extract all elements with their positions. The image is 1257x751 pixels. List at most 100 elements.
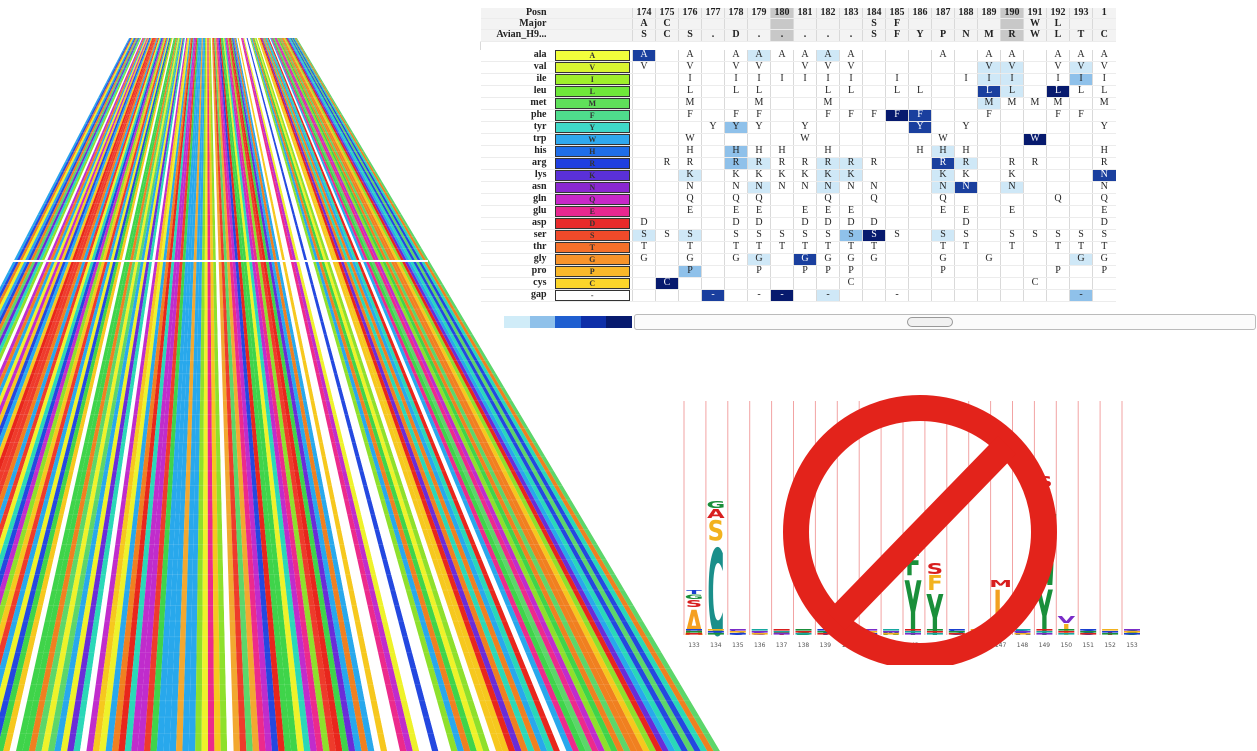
residue-cell — [632, 277, 656, 290]
residue-cell — [977, 205, 1001, 218]
alignment-column — [246, 38, 439, 751]
residue-cell: I — [1069, 73, 1093, 86]
alignment-column — [3, 38, 173, 751]
residue-cell — [701, 97, 725, 110]
alignment-column — [0, 38, 150, 751]
residue-cell — [1069, 133, 1093, 146]
position-header: 187 — [931, 8, 955, 20]
alignment-column — [272, 38, 586, 751]
scrollbar-thumb[interactable] — [907, 317, 953, 327]
alignment-column — [0, 38, 133, 751]
position-header: 180 — [770, 8, 794, 20]
residue-cell: D — [839, 217, 863, 230]
residue-cell: M — [1023, 97, 1047, 110]
residue-cell: R — [1000, 157, 1024, 170]
residue-name: asp — [480, 217, 553, 230]
alignment-column — [211, 38, 240, 751]
residue-cell — [1046, 289, 1070, 302]
residue-name: ala — [480, 49, 553, 62]
alignment-column — [261, 38, 522, 751]
residue-cell: T — [816, 241, 840, 254]
residue-cell — [655, 121, 679, 134]
alignment-column — [92, 38, 189, 751]
residue-cell — [954, 61, 978, 74]
residue-cell — [1092, 109, 1116, 122]
residue-cell: F — [724, 109, 748, 122]
legend-swatch — [555, 316, 581, 328]
residue-cell — [885, 181, 909, 194]
residue-cell — [655, 217, 679, 230]
residue-cell — [977, 133, 1001, 146]
residue-cell: F — [747, 109, 771, 122]
residue-cell: H — [954, 145, 978, 158]
residue-cell: E — [954, 205, 978, 218]
residue-cell — [632, 289, 656, 302]
residue-cell: Y — [724, 121, 748, 134]
alignment-column — [9, 38, 174, 751]
residue-cell — [1046, 253, 1070, 266]
residue-cell — [954, 265, 978, 278]
horizontal-scrollbar[interactable] — [634, 314, 1256, 330]
residue-cell — [862, 121, 886, 134]
logo-minor-band — [686, 631, 702, 633]
residue-cell: V — [724, 61, 748, 74]
residue-cell: N — [931, 181, 955, 194]
residue-cell: G — [632, 253, 656, 266]
alignment-column — [41, 38, 180, 751]
residue-cell — [977, 265, 1001, 278]
residue-cell — [1092, 289, 1116, 302]
alignment-column — [0, 38, 155, 751]
residue-color-swatch: H — [554, 145, 630, 157]
alignment-column — [0, 38, 134, 751]
residue-cell — [1023, 265, 1047, 278]
residue-name: asn — [480, 181, 553, 194]
logo-minor-band — [1124, 629, 1140, 631]
residue-cell — [793, 289, 817, 302]
legend-swatch — [606, 316, 632, 328]
alignment-perspective-view — [0, 38, 720, 751]
alignment-column — [156, 38, 200, 751]
residue-cell — [885, 169, 909, 182]
residue-row: lys K K K K K K K K K K K N — [480, 169, 1116, 182]
residue-cell — [885, 193, 909, 206]
residue-cell: H — [747, 145, 771, 158]
logo-minor-band — [751, 631, 768, 633]
residue-cell — [908, 73, 932, 86]
logo-minor-band — [729, 633, 746, 635]
residue-cell — [701, 157, 725, 170]
header-cell: L — [1046, 29, 1070, 42]
residue-cell: V — [678, 61, 702, 74]
alignment-column — [118, 38, 193, 751]
residue-cell — [701, 145, 725, 158]
residue-cell — [1069, 157, 1093, 170]
residue-row: ser S S S S S S S S S S S S S S S S S S S — [480, 229, 1116, 242]
position-header: 176 — [678, 8, 702, 20]
residue-cell — [1023, 61, 1047, 74]
alignment-column — [281, 38, 637, 751]
residue-cell — [724, 277, 748, 290]
residue-cell: L — [816, 85, 840, 98]
residue-cell — [862, 133, 886, 146]
alignment-column — [73, 38, 185, 751]
residue-cell — [931, 85, 955, 98]
logo-minor-band — [926, 629, 943, 631]
header-cell — [678, 18, 702, 31]
prohibition-slash — [826, 435, 1017, 631]
residue-cell: - — [885, 289, 909, 302]
residue-cell: D — [632, 217, 656, 230]
residue-row: met M M M M M M M M M — [480, 97, 1116, 110]
alignment-column — [255, 38, 490, 751]
alignment-column — [263, 38, 535, 751]
logo-minor-band — [686, 633, 702, 635]
residue-cell: R — [678, 157, 702, 170]
logo-position-label: 150 — [1061, 642, 1073, 649]
residue-cell — [770, 193, 794, 206]
residue-cell — [1000, 121, 1024, 134]
residue-color-swatch: R — [554, 157, 630, 169]
residue-cell: N — [839, 181, 863, 194]
prohibition-circle — [783, 395, 1057, 665]
residue-color-swatch: P — [554, 265, 630, 277]
residue-cell: I — [1092, 73, 1116, 86]
residue-cell: W — [793, 133, 817, 146]
residue-cell: D — [862, 217, 886, 230]
